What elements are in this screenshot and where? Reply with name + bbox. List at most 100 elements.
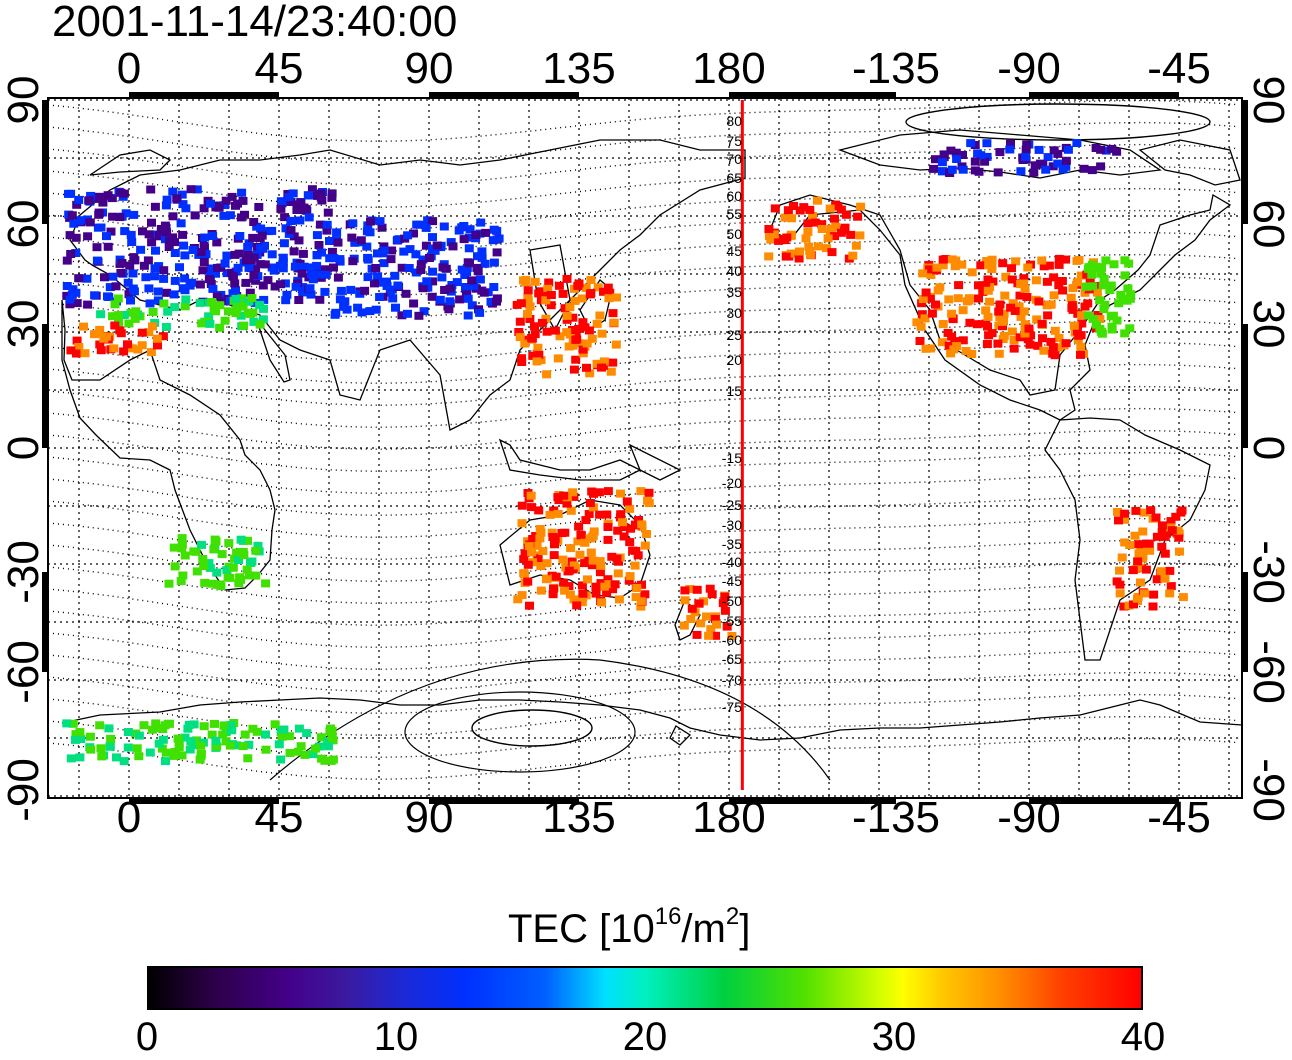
- tec-cell: [306, 191, 316, 200]
- tec-cell: [1171, 512, 1181, 521]
- tec-cell: [228, 289, 238, 298]
- tec-cell: [106, 227, 116, 236]
- tec-cell: [585, 499, 595, 507]
- top-frame-bar: [1029, 92, 1179, 98]
- tec-cell: [937, 338, 947, 347]
- latitude-tick-label: 90: [1244, 75, 1292, 125]
- tec-cell: [333, 273, 343, 282]
- tec-cell: [612, 554, 622, 563]
- tec-cell: [692, 585, 702, 594]
- tec-cell: [428, 267, 438, 276]
- tec-cell: [1000, 291, 1010, 300]
- tec-cell: [1057, 277, 1067, 285]
- tec-cell: [917, 299, 927, 308]
- tec-cell: [630, 561, 640, 570]
- tec-cell: [998, 259, 1008, 268]
- tec-cell: [570, 296, 580, 305]
- tec-cell: [69, 219, 79, 228]
- tec-cell: [950, 337, 960, 346]
- tec-cell: [421, 223, 431, 232]
- tec-cell: [204, 312, 214, 321]
- tec-cell: [169, 290, 179, 299]
- tec-cell: [186, 737, 196, 746]
- tec-cell: [764, 225, 774, 233]
- tec-cell: [532, 541, 542, 550]
- tec-cell: [161, 757, 170, 766]
- contour-label: 45: [726, 243, 742, 259]
- tec-cell: [970, 166, 980, 175]
- tec-cell: [538, 547, 548, 556]
- tec-cell: [261, 579, 271, 588]
- longitude-tick-label: 90: [404, 793, 454, 842]
- tec-cell: [954, 281, 964, 290]
- tec-cell: [190, 211, 200, 220]
- tec-cell: [817, 220, 827, 229]
- tec-cell: [282, 290, 292, 299]
- longitude-tick-label: 0: [116, 793, 142, 842]
- tec-cell: [636, 602, 646, 611]
- tec-cell: [1136, 578, 1145, 587]
- tec-cell: [159, 299, 169, 308]
- tec-cell: [602, 588, 612, 597]
- tec-cell: [201, 250, 211, 259]
- latitude-tick-label: -30: [1244, 540, 1292, 604]
- tec-cell: [220, 316, 230, 325]
- tec-cell: [481, 228, 491, 237]
- tec-cell: [428, 233, 437, 242]
- tec-cell: [1026, 331, 1036, 340]
- tec-cell: [1015, 333, 1025, 342]
- tec-cell: [83, 232, 93, 241]
- tec-cell: [584, 326, 594, 335]
- tec-cell: [808, 212, 818, 220]
- tec-cell: [270, 282, 280, 291]
- tec-cell: [247, 557, 257, 566]
- tec-cell: [532, 357, 542, 366]
- tec-cell: [162, 228, 172, 237]
- tec-cell: [607, 552, 617, 561]
- tec-cell: [999, 317, 1008, 326]
- tec-cell: [519, 276, 528, 285]
- tec-cell: [488, 236, 498, 245]
- tec-cell: [707, 590, 717, 599]
- tec-cell: [206, 199, 215, 208]
- tec-cell: [562, 311, 572, 320]
- tec-cell: [1006, 139, 1015, 148]
- tec-cell: [1067, 301, 1077, 310]
- tec-cell: [278, 264, 288, 273]
- tec-cell: [581, 516, 591, 525]
- tec-cell: [583, 575, 592, 584]
- longitude-tick-label: -90: [997, 793, 1061, 842]
- tec-cell: [1120, 329, 1130, 338]
- tec-cell: [1101, 256, 1111, 265]
- tec-cell: [523, 286, 533, 295]
- tec-cell: [554, 281, 564, 290]
- tec-cell: [317, 754, 327, 763]
- latitude-tick-label: -30: [0, 540, 48, 604]
- tec-cell: [558, 555, 568, 564]
- tec-cell: [136, 245, 146, 254]
- tec-cell: [541, 296, 551, 305]
- tec-cell: [568, 313, 578, 322]
- tec-cell: [918, 269, 928, 278]
- tec-cell: [94, 192, 104, 201]
- tec-cell: [312, 231, 322, 240]
- tec-cell: [204, 559, 214, 568]
- tec-cell: [1031, 276, 1041, 285]
- tec-cell: [302, 729, 312, 738]
- tec-cell: [616, 489, 625, 498]
- tec-cell: [243, 536, 252, 545]
- tec-cell: [463, 311, 473, 320]
- tec-cell: [539, 291, 549, 300]
- longitude-tick-label: 135: [542, 44, 616, 93]
- tec-cell: [236, 213, 246, 222]
- tec-cell: [537, 318, 547, 327]
- tec-cell: [550, 326, 560, 335]
- tec-cell: [363, 273, 373, 282]
- tec-cell: [335, 255, 345, 264]
- tec-cell: [696, 619, 706, 628]
- tec-cell: [225, 211, 235, 220]
- tec-cell: [937, 158, 947, 167]
- tec-cell: [1106, 281, 1116, 290]
- tec-cell: [106, 734, 116, 743]
- tec-cell: [1112, 147, 1122, 156]
